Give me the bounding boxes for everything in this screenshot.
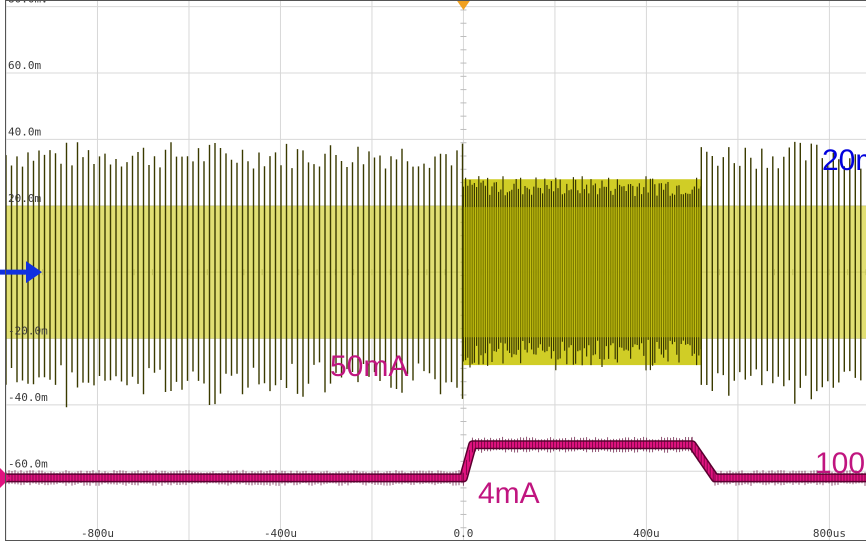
traces <box>5 141 866 486</box>
trace-yellow-path <box>700 141 862 404</box>
channel-1-marker-icon <box>26 261 42 284</box>
trace-yellow-fill <box>6 205 464 339</box>
y-tick-label: -60.0m <box>8 457 48 470</box>
annotation-20mv: 20mV <box>822 144 866 177</box>
x-tick-label: -800u <box>81 527 114 540</box>
y-tick-label: 80.0mV <box>8 0 48 6</box>
y-tick-labels: 80.0mV 60.0m 40.0m 20.0m -20.0m -40.0m -60.0m <box>8 0 48 470</box>
annotation-4ma: 4mA <box>478 477 540 510</box>
trace-yellow-core <box>463 207 702 338</box>
x-tick-labels: -800u -400u 0.0 400u 800us <box>81 527 846 540</box>
y-tick-label: 40.0m <box>8 125 41 138</box>
y-tick-label: -20.0m <box>8 325 48 338</box>
trace-yellow-spikes <box>700 141 862 404</box>
y-tick-label: 60.0m <box>8 59 41 72</box>
trigger-marker-icon <box>456 0 471 10</box>
x-tick-label: -400u <box>264 527 297 540</box>
x-tick-label: 0.0 <box>453 527 473 540</box>
annotation-100: 100 <box>815 447 865 480</box>
y-tick-label: -40.0m <box>8 391 48 404</box>
x-tick-label: 800us <box>813 527 846 540</box>
annotation-50ma: 50mA <box>330 350 408 383</box>
annotations: 20mV 50mA 4mA 100 <box>330 144 866 510</box>
x-tick-label: 400u <box>633 527 660 540</box>
y-tick-label: 20.0m <box>8 192 41 205</box>
